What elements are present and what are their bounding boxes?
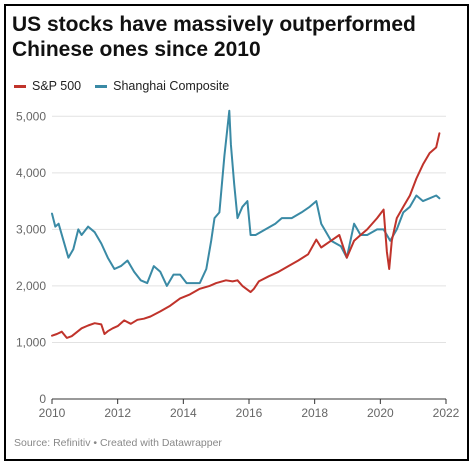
x-tick-label: 2012 xyxy=(104,406,131,420)
y-tick-label: 0 xyxy=(39,392,46,406)
legend-swatch-shanghai xyxy=(95,84,108,88)
legend-label-shanghai: Shanghai Composite xyxy=(113,79,230,93)
chart-title: US stocks have massively outperformed Ch… xyxy=(12,13,416,61)
x-tick-label: 2016 xyxy=(236,406,263,420)
y-tick-label: 2,000 xyxy=(16,279,46,293)
x-tick-label: 2020 xyxy=(367,406,394,420)
source-note: Source: Refinitiv • Created with Datawra… xyxy=(14,437,222,449)
legend-item-shanghai: Shanghai Composite xyxy=(95,79,229,93)
legend-swatch-sp500 xyxy=(14,84,26,88)
legend-label-sp500: S&P 500 xyxy=(32,79,82,93)
y-tick-label: 3,000 xyxy=(16,222,46,236)
y-tick-label: 1,000 xyxy=(16,335,46,349)
series-line-shanghai xyxy=(51,109,441,287)
x-tick-label: 2022 xyxy=(433,406,460,420)
y-tick-label: 4,000 xyxy=(16,166,46,180)
x-tick-label: 2014 xyxy=(170,406,197,420)
series-line-sp500 xyxy=(51,132,441,339)
x-tick-label: 2010 xyxy=(39,406,66,420)
chart-frame xyxy=(4,4,469,461)
legend-item-sp500: S&P 500 xyxy=(14,79,81,93)
x-tick-label: 2018 xyxy=(301,406,328,420)
legend: S&P 500 Shanghai Composite xyxy=(14,78,243,94)
y-tick-label: 5,000 xyxy=(16,109,46,123)
